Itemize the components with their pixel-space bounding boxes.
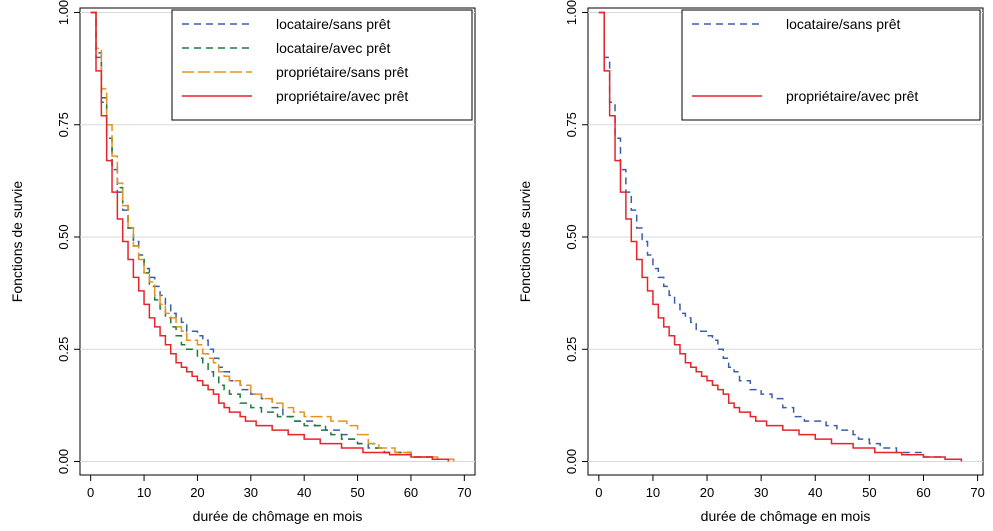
legend-label: propriétaire/avec prêt — [276, 88, 408, 104]
x-axis-title: durée de chômage en mois — [701, 508, 871, 524]
y-tick-label: 0.25 — [56, 337, 71, 362]
chart-panel-1: 0.00 0.25 0.50 0.75 1.00 0 10 20 30 40 50 60 70 durée… — [9, 0, 476, 524]
y-tick-label: 0.75 — [564, 112, 579, 137]
legend-label: locataire/avec prêt — [276, 40, 391, 56]
x-tick-label: 10 — [646, 485, 660, 500]
x-tick-label: 60 — [916, 485, 930, 500]
y-axis: 0.00 0.25 0.50 0.75 1.00 — [56, 0, 475, 474]
x-axis: 0 10 20 30 40 50 60 70 — [595, 475, 985, 500]
x-tick-label: 50 — [862, 485, 876, 500]
y-tick-label: 0.25 — [564, 337, 579, 362]
x-tick-label: 40 — [808, 485, 822, 500]
y-tick-label: 0.50 — [56, 224, 71, 249]
y-tick-label: 0.50 — [564, 224, 579, 249]
y-tick-label: 0.00 — [56, 449, 71, 474]
legend-label: propriétaire/sans prêt — [276, 64, 408, 80]
x-tick-label: 10 — [137, 485, 151, 500]
legend-label: locataire/sans prêt — [276, 16, 391, 32]
series-line-4 — [598, 11, 963, 462]
legend-box — [171, 9, 473, 121]
chart-panel-2: 0.00 0.25 0.50 0.75 1.00 0 10 20 30 40 50 60 70 durée… — [517, 0, 985, 524]
legend: locataire/sans prêt locataire/avec prêt pr… — [171, 9, 473, 121]
x-tick-label: 30 — [754, 485, 768, 500]
x-tick-label: 40 — [297, 485, 311, 500]
x-axis-title: durée de chômage en mois — [193, 508, 363, 524]
y-tick-label: 0.75 — [56, 112, 71, 137]
legend-label: propriétaire/avec prêt — [786, 88, 918, 104]
y-tick-label: 1.00 — [56, 0, 71, 25]
x-tick-label: 70 — [970, 485, 984, 500]
x-tick-label: 70 — [457, 485, 471, 500]
series-line-2 — [90, 11, 455, 462]
y-axis-title: Fonctions de survie — [9, 181, 25, 303]
x-tick-label: 30 — [244, 485, 258, 500]
legend: locataire/sans prêt propriétaire/avec prê… — [681, 9, 981, 121]
x-tick-label: 0 — [595, 485, 602, 500]
y-tick-label: 0.00 — [564, 449, 579, 474]
x-tick-label: 0 — [87, 485, 94, 500]
x-tick-label: 20 — [190, 485, 204, 500]
x-tick-label: 20 — [700, 485, 714, 500]
x-axis: 0 10 20 30 40 50 60 70 — [87, 475, 472, 500]
legend-box — [681, 9, 981, 121]
y-axis-title: Fonctions de survie — [517, 181, 533, 303]
series-line-3 — [90, 11, 455, 462]
series-line-4 — [90, 11, 450, 462]
y-tick-label: 1.00 — [564, 0, 579, 25]
series-line-1 — [598, 11, 963, 462]
x-tick-label: 60 — [404, 485, 418, 500]
legend-label: locataire/sans prêt — [786, 16, 901, 32]
x-tick-label: 50 — [350, 485, 364, 500]
